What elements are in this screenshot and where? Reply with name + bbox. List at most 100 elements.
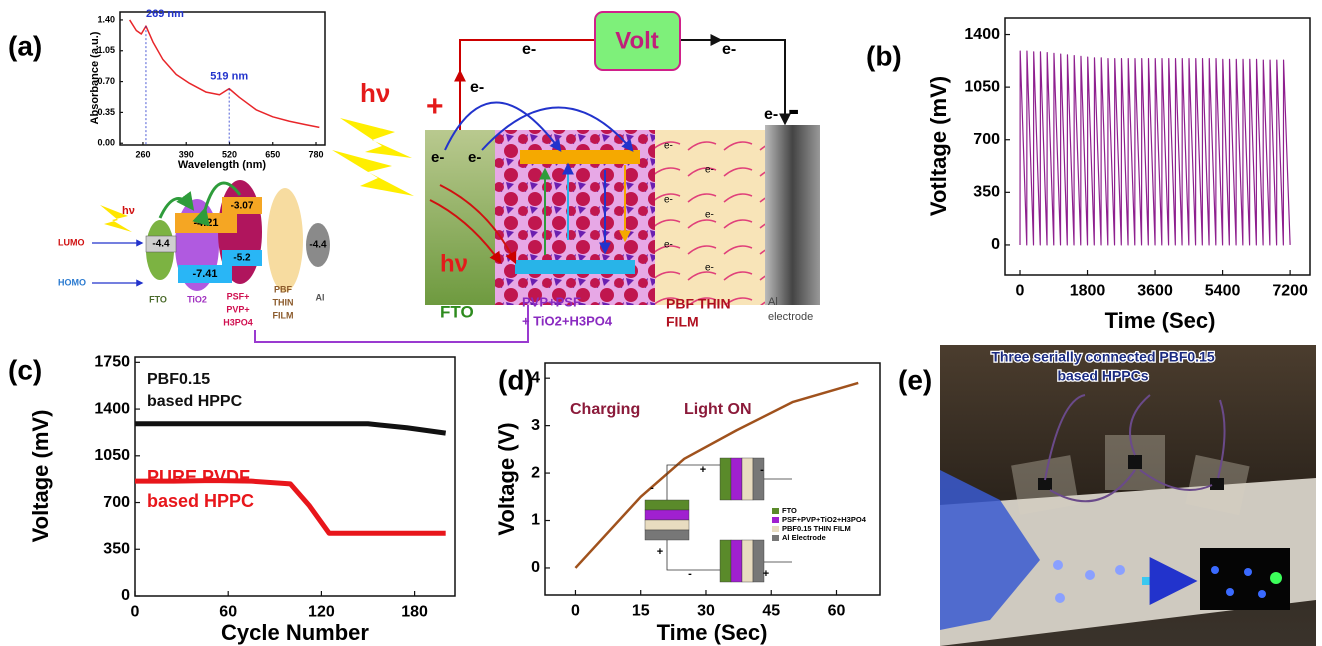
electron-label: e-	[764, 106, 778, 123]
legend-label: FTO	[782, 506, 797, 515]
material-label: FTO	[149, 294, 167, 304]
led-glow	[1211, 566, 1219, 574]
y-tick-label: 1.40	[97, 14, 115, 24]
inset-layer	[720, 458, 731, 500]
y-tick-label: 4	[531, 369, 540, 386]
photon-label: hν	[440, 250, 468, 277]
inset-sign: -	[760, 464, 764, 476]
electron-label: e-	[705, 210, 714, 221]
level-label: -4.4	[309, 240, 327, 251]
y-tick-label: 2	[531, 464, 540, 481]
electron-label: e-	[431, 149, 444, 166]
y-tick-label: 1	[531, 512, 540, 529]
panel-label: (d)	[498, 364, 534, 395]
material-label: PBF	[274, 284, 293, 294]
x-tick-label: 0	[571, 603, 580, 620]
material-label: H3PO4	[223, 317, 253, 327]
electron-label: e-	[664, 240, 673, 251]
led	[1085, 570, 1095, 580]
material-label: TiO2	[187, 294, 207, 304]
voltmeter-label: Volt	[615, 27, 659, 54]
inset-layer	[645, 530, 689, 540]
x-axis-label: Time (Sec)	[657, 620, 768, 645]
photo-caption: Three serially connected PBF0.15	[991, 349, 1215, 365]
legend-label: Al Electrode	[782, 533, 826, 542]
y-tick-label: 700	[973, 131, 1000, 148]
annotation: based HPPC	[147, 491, 254, 511]
led-glow	[1244, 568, 1252, 576]
plot-frame	[545, 363, 880, 595]
y-axis-label: Absorbance (a.u.)	[89, 31, 101, 124]
level-label: -5.2	[233, 253, 251, 264]
inset-layer	[720, 540, 731, 582]
layer-label: FTO	[440, 302, 474, 321]
anode-sign: +	[426, 90, 444, 123]
band	[520, 150, 640, 164]
y-tick-label: 350	[103, 540, 130, 557]
inset-layer	[731, 540, 742, 582]
inset-sign: -	[688, 568, 692, 580]
device-core	[1210, 478, 1224, 490]
al-layer	[765, 125, 820, 305]
y-tick-label: 700	[103, 494, 130, 511]
cathode-sign: -	[788, 91, 799, 129]
annotation: Light ON	[684, 401, 752, 418]
material-label: PVP+	[226, 304, 249, 314]
y-tick-label: 1400	[94, 400, 130, 417]
lumo-label: LUMO	[58, 237, 85, 247]
electron-label: e-	[705, 263, 714, 274]
led	[1055, 593, 1065, 603]
band	[515, 260, 635, 274]
legend-label: PSF+PVP+TiO2+H3PO4	[782, 515, 867, 524]
y-tick-label: 1050	[964, 78, 1000, 95]
photon-label: hν	[122, 205, 135, 217]
series-line	[135, 424, 446, 433]
x-tick-label: 30	[697, 603, 715, 620]
homo-label: HOMO	[58, 277, 86, 287]
x-tick-label: 0	[131, 604, 140, 621]
device-core	[1128, 455, 1142, 469]
electron-label: e-	[705, 165, 714, 176]
x-tick-label: 15	[632, 603, 650, 620]
x-tick-label: 120	[308, 604, 335, 621]
electron-label: e-	[664, 141, 673, 152]
electron-label: e-	[470, 79, 484, 96]
material-label: Al	[316, 292, 325, 302]
legend-swatch	[772, 526, 779, 532]
x-tick-label: 260	[135, 149, 150, 159]
y-axis-label: Voltage (mV)	[28, 410, 53, 543]
photo: Three serially connected PBF0.15 based H…	[940, 345, 1316, 646]
x-tick-label: 60	[219, 604, 237, 621]
annotation: based HPPC	[147, 393, 243, 410]
layer-label: electrode	[768, 311, 813, 323]
photo-caption: based HPPCs	[1057, 368, 1148, 384]
y-tick-label: 3	[531, 417, 540, 434]
layer-label: PBF THIN	[666, 296, 731, 312]
annotation: Charging	[570, 401, 640, 418]
photon-label: hν	[360, 78, 390, 108]
x-tick-label: 180	[401, 604, 428, 621]
material-label: THIN	[273, 297, 294, 307]
y-tick-label: 0	[121, 587, 130, 604]
material-label: PSF+	[227, 291, 250, 301]
layer-label: PVP+PSF	[522, 294, 581, 309]
inset-sign: +	[763, 568, 769, 580]
x-axis-label: Cycle Number	[221, 620, 369, 645]
material-label: FILM	[273, 310, 294, 320]
x-tick-label: 1800	[1070, 283, 1106, 300]
layer-label: + TiO2+H3PO4	[522, 313, 613, 328]
y-tick-label: 1400	[964, 26, 1000, 43]
x-tick-label: 5400	[1205, 283, 1241, 300]
x-tick-label: 0	[1016, 283, 1025, 300]
annotation: PURE PVDF	[147, 467, 250, 487]
figure: (a) (b) (c) (d) (e) hν LUMO HOMO -4.4 -4…	[0, 0, 1322, 646]
legend-swatch	[772, 508, 779, 514]
y-tick-label: 1750	[94, 354, 130, 371]
layer-label: Al	[768, 296, 778, 308]
inset-layer	[731, 458, 742, 500]
x-axis-label: Wavelength (nm)	[178, 159, 267, 171]
led	[1115, 565, 1125, 575]
led-glow	[1270, 572, 1282, 584]
legend-label: PBF0.15 THIN FILM	[782, 524, 851, 533]
level-label: -7.41	[192, 268, 217, 280]
